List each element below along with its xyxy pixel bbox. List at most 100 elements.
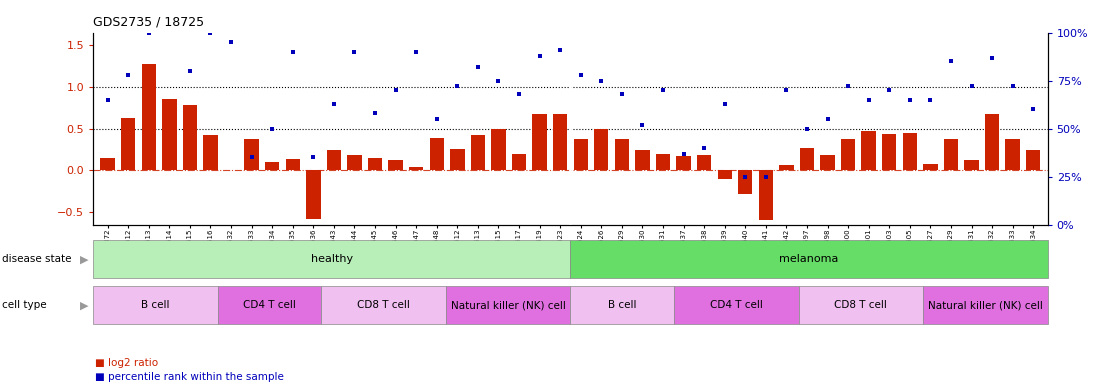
Point [305, 154, 323, 161]
Point [942, 58, 960, 65]
Point [1025, 106, 1042, 113]
Bar [142, 63, 156, 170]
Point [428, 116, 445, 122]
Bar [656, 154, 670, 170]
Bar [924, 164, 938, 170]
Point [470, 64, 487, 70]
Point [901, 97, 918, 103]
Point [449, 83, 466, 89]
Point [140, 30, 158, 36]
Point [284, 49, 302, 55]
Bar [861, 131, 875, 170]
Point [181, 68, 199, 74]
Point [983, 55, 1000, 61]
Bar [779, 164, 793, 170]
Point [366, 110, 384, 116]
Bar [306, 170, 320, 219]
Bar [595, 129, 609, 170]
Point [572, 72, 589, 78]
Text: CD4 T cell: CD4 T cell [710, 300, 762, 310]
Point [921, 97, 939, 103]
Point [407, 49, 425, 55]
Text: B cell: B cell [142, 300, 170, 310]
Point [510, 91, 528, 97]
Bar [409, 167, 423, 170]
Point [654, 87, 671, 93]
Text: CD4 T cell: CD4 T cell [244, 300, 296, 310]
Bar [759, 170, 773, 220]
Point [675, 151, 692, 157]
Text: B cell: B cell [608, 300, 636, 310]
Bar [203, 135, 217, 170]
Bar [697, 156, 711, 170]
Point [531, 53, 548, 59]
Text: ▶: ▶ [80, 254, 89, 264]
Bar [471, 135, 485, 170]
Bar [430, 138, 444, 170]
Bar [985, 114, 999, 170]
Text: ■ percentile rank within the sample: ■ percentile rank within the sample [95, 372, 284, 382]
Bar [964, 161, 979, 170]
Point [263, 126, 281, 132]
Bar [162, 99, 177, 170]
Bar [450, 149, 464, 170]
Bar [512, 154, 527, 170]
Bar [327, 149, 341, 170]
Bar [532, 114, 546, 170]
Bar [348, 154, 362, 170]
Point [716, 101, 734, 107]
Text: disease state: disease state [2, 254, 71, 264]
Bar [245, 139, 259, 170]
Point [799, 126, 816, 132]
Point [839, 83, 857, 89]
Bar [491, 129, 506, 170]
Text: GDS2735 / 18725: GDS2735 / 18725 [93, 16, 204, 29]
Bar [738, 170, 753, 194]
Text: ▶: ▶ [80, 300, 89, 310]
Point [613, 91, 631, 97]
Text: Natural killer (NK) cell: Natural killer (NK) cell [451, 300, 566, 310]
Bar [903, 133, 917, 170]
Point [881, 87, 898, 93]
Text: melanoma: melanoma [779, 254, 839, 264]
Bar [943, 139, 958, 170]
Bar [101, 158, 115, 170]
Point [818, 116, 836, 122]
Bar [614, 139, 629, 170]
Point [223, 39, 240, 45]
Point [757, 174, 774, 180]
Text: ■ log2 ratio: ■ log2 ratio [95, 358, 159, 368]
Point [695, 145, 713, 151]
Bar [265, 162, 280, 170]
Point [202, 30, 219, 36]
Point [346, 49, 363, 55]
Point [242, 154, 260, 161]
Bar [821, 154, 835, 170]
Point [387, 87, 405, 93]
Bar [1026, 149, 1040, 170]
Text: CD8 T cell: CD8 T cell [835, 300, 887, 310]
Text: Natural killer (NK) cell: Natural killer (NK) cell [928, 300, 1043, 310]
Point [99, 97, 116, 103]
Point [325, 101, 342, 107]
Bar [841, 139, 856, 170]
Bar [553, 114, 567, 170]
Bar [183, 105, 197, 170]
Point [963, 83, 981, 89]
Bar [882, 134, 896, 170]
Bar [388, 159, 403, 170]
Point [552, 47, 569, 53]
Bar [677, 156, 691, 170]
Bar [285, 159, 299, 170]
Bar [635, 149, 649, 170]
Bar [121, 118, 135, 170]
Point [1004, 83, 1021, 89]
Point [592, 78, 610, 84]
Point [634, 122, 652, 128]
Point [778, 87, 795, 93]
Text: cell type: cell type [2, 300, 47, 310]
Bar [800, 148, 814, 170]
Point [120, 72, 137, 78]
Point [489, 78, 507, 84]
Point [736, 174, 754, 180]
